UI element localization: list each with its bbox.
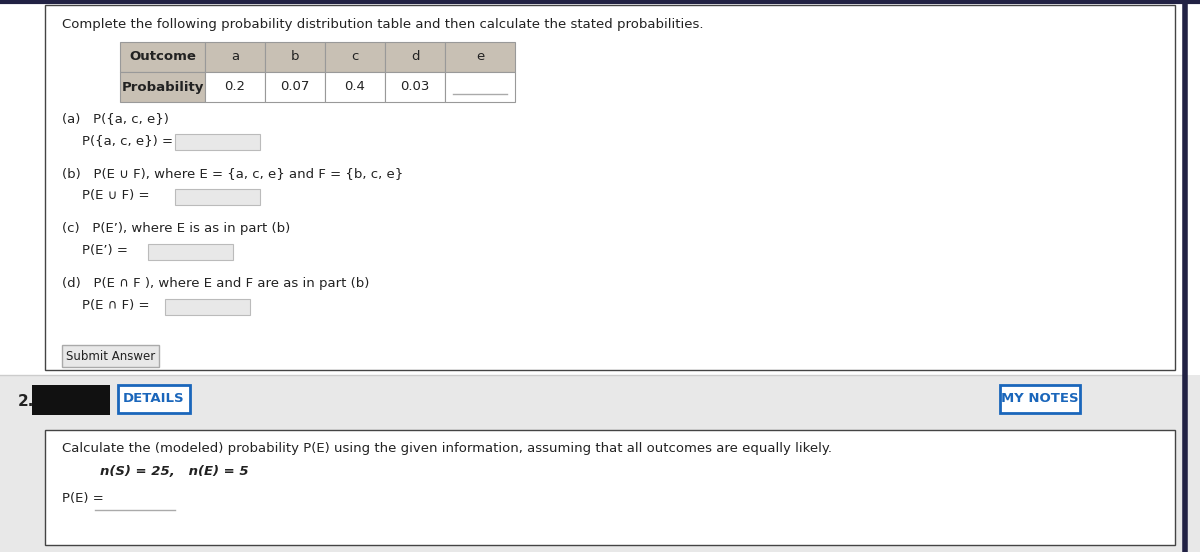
Text: c: c xyxy=(352,50,359,63)
Text: 0.07: 0.07 xyxy=(281,81,310,93)
Text: a: a xyxy=(230,50,239,63)
Text: Calculate the (modeled) probability P(E) using the given information, assuming t: Calculate the (modeled) probability P(E)… xyxy=(62,442,832,455)
Text: 2.: 2. xyxy=(18,395,35,410)
Bar xyxy=(46,5,1175,370)
Text: (c)   P(E’), where E is as in part (b): (c) P(E’), where E is as in part (b) xyxy=(62,222,290,235)
Bar xyxy=(205,42,265,72)
Bar xyxy=(1000,385,1080,413)
Bar xyxy=(445,42,515,72)
Text: 0.4: 0.4 xyxy=(344,81,366,93)
Text: e: e xyxy=(476,50,484,63)
Bar xyxy=(46,430,1175,545)
Bar xyxy=(0,375,1200,430)
Bar xyxy=(62,345,158,367)
Bar xyxy=(0,375,1200,552)
Text: P({a, c, e}) =: P({a, c, e}) = xyxy=(82,134,173,147)
Text: Submit Answer: Submit Answer xyxy=(66,349,155,363)
Text: P(E ∪ F) =: P(E ∪ F) = xyxy=(82,189,150,202)
Bar xyxy=(120,72,205,102)
Bar xyxy=(148,244,233,260)
Bar xyxy=(385,72,445,102)
Text: P(E ∩ F) =: P(E ∩ F) = xyxy=(82,299,150,312)
Text: P(E) =: P(E) = xyxy=(62,492,103,505)
Bar xyxy=(166,299,250,315)
Text: d: d xyxy=(410,50,419,63)
Bar xyxy=(325,42,385,72)
Text: Complete the following probability distribution table and then calculate the sta: Complete the following probability distr… xyxy=(62,18,703,31)
Bar xyxy=(205,72,265,102)
Text: (b)   P(E ∪ F), where E = {a, c, e} and F = {b, c, e}: (b) P(E ∪ F), where E = {a, c, e} and F … xyxy=(62,167,403,180)
Bar xyxy=(175,189,260,205)
Bar xyxy=(175,134,260,150)
Text: DETAILS: DETAILS xyxy=(124,392,185,406)
Text: b: b xyxy=(290,50,299,63)
Text: Probability: Probability xyxy=(121,81,204,93)
Bar xyxy=(445,72,515,102)
Bar xyxy=(325,72,385,102)
Text: (a)   P({a, c, e}): (a) P({a, c, e}) xyxy=(62,112,169,125)
Bar xyxy=(118,385,190,413)
Text: Outcome: Outcome xyxy=(130,50,196,63)
Bar xyxy=(32,385,110,415)
Text: P(E’) =: P(E’) = xyxy=(82,244,128,257)
Bar xyxy=(385,42,445,72)
Text: 0.03: 0.03 xyxy=(401,81,430,93)
Bar xyxy=(265,42,325,72)
Text: MY NOTES: MY NOTES xyxy=(1001,392,1079,406)
Text: (d)   P(E ∩ F ), where E and F are as in part (b): (d) P(E ∩ F ), where E and F are as in p… xyxy=(62,277,370,290)
Text: 0.2: 0.2 xyxy=(224,81,246,93)
Bar xyxy=(120,42,205,72)
Bar xyxy=(265,72,325,102)
Text: n(S) = 25,   n(E) = 5: n(S) = 25, n(E) = 5 xyxy=(100,465,248,478)
